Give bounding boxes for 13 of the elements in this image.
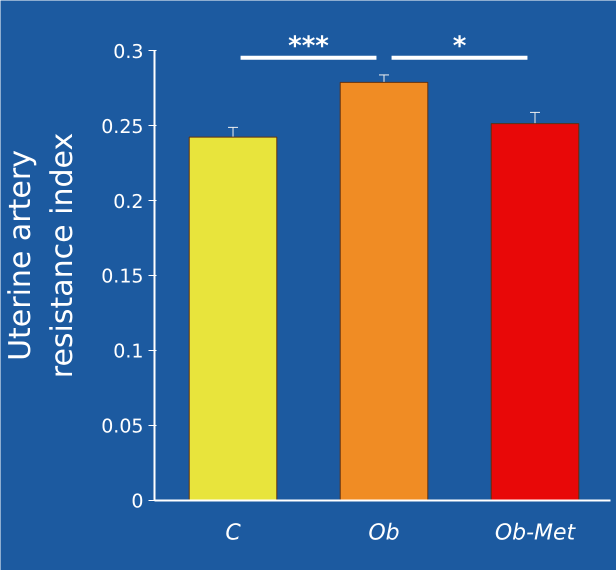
y-tick-label: 0.2 xyxy=(113,190,144,213)
annotation: *** xyxy=(288,32,330,62)
y-tick-label: 0.05 xyxy=(101,416,144,438)
y-tick-label: 0 xyxy=(131,490,144,512)
x-tick-label: Ob-Met xyxy=(494,520,577,546)
y-tick-label: 0.25 xyxy=(101,116,144,138)
y-tick-label: 0.1 xyxy=(113,340,144,363)
x-tick-label: Ob xyxy=(368,520,400,546)
y-axis-title: Uterine artery resistance index xyxy=(3,132,80,378)
annotation: * xyxy=(452,32,467,62)
x-tick-label: C xyxy=(225,520,242,546)
y-tick-label: 0.3 xyxy=(113,40,144,63)
y-tick-label: 0.15 xyxy=(101,266,144,288)
